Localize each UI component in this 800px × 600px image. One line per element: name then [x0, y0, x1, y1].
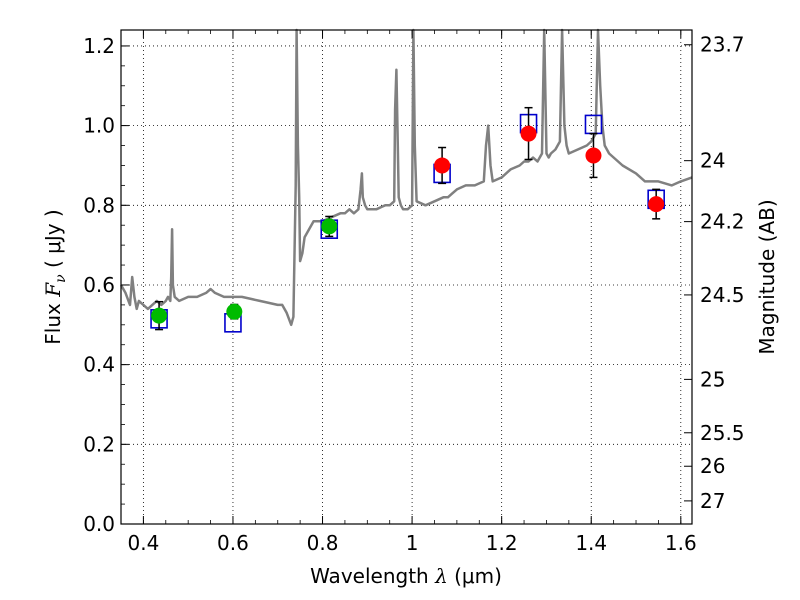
y-tick-label: 0.0: [83, 512, 115, 536]
model-spectrum-line: [119, 28, 693, 327]
marker-layer: [150, 106, 665, 333]
y-axis-label: Flux Fν ( μJy ): [41, 209, 69, 344]
tick-layer: 0.4 0.6 0.8 1 1.2 1.4 1.6 0.0 0.2 0.4 0.6 0.8 1.0 1.2…: [83, 30, 745, 555]
green-data-point: [226, 303, 243, 320]
spectrum-layer: [119, 28, 693, 327]
right-tick-label: 26: [700, 454, 725, 478]
red-data-point: [434, 157, 451, 174]
x-tick-label: 1: [406, 531, 419, 555]
right-tick-label: 23.7: [700, 33, 745, 57]
green-data-point: [321, 218, 338, 235]
red-data-point: [585, 147, 602, 164]
x-tick-label: 0.8: [307, 531, 339, 555]
y-tick-label: 0.8: [83, 193, 115, 217]
y-tick-label: 1.2: [83, 34, 115, 58]
x-tick-label: 0.4: [127, 531, 159, 555]
red-data-point: [520, 125, 537, 142]
red-data-point: [648, 196, 665, 213]
right-axis-label: Magnitude (AB): [755, 199, 779, 354]
right-tick-label: 24.5: [700, 283, 745, 307]
x-tick-label: 1.6: [665, 531, 697, 555]
right-tick-label: 25: [700, 367, 725, 391]
green-data-point: [151, 307, 168, 324]
right-tick-label: 24.2: [700, 210, 745, 234]
y-tick-label: 0.2: [83, 432, 115, 456]
right-tick-label: 24: [700, 149, 725, 173]
x-tick-label: 1.2: [486, 531, 518, 555]
y-tick-label: 1.0: [83, 114, 115, 138]
x-tick-label: 0.6: [217, 531, 249, 555]
right-tick-label: 25.5: [700, 421, 745, 445]
y-tick-label: 0.4: [83, 353, 115, 377]
x-tick-label: 1.4: [575, 531, 607, 555]
x-axis-label: Wavelength λ (μm): [310, 564, 502, 588]
right-tick-label: 27: [700, 489, 725, 513]
plot-frame: [120, 29, 693, 525]
y-tick-label: 0.6: [83, 273, 115, 297]
